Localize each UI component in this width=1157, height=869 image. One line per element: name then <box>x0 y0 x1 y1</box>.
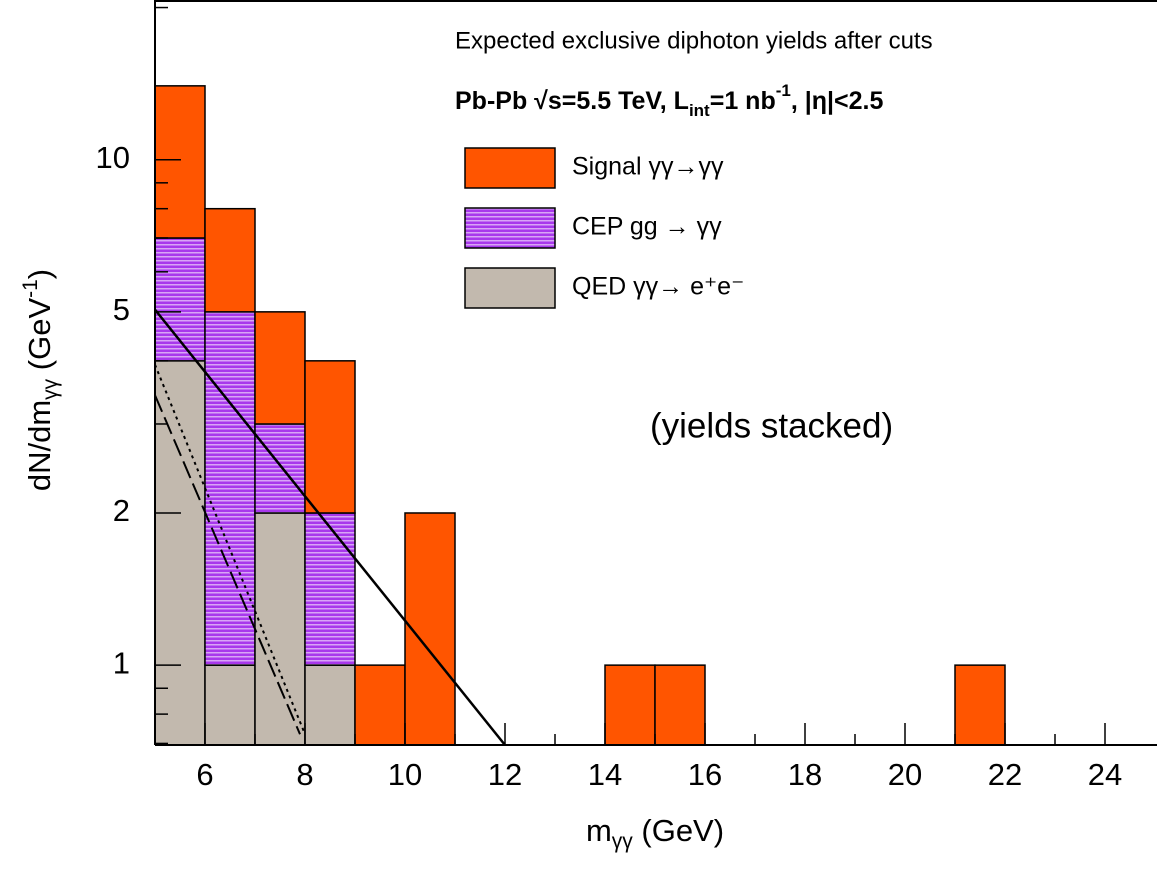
histogram-bar <box>204 664 256 745</box>
label-part: dN/dm <box>22 400 57 491</box>
x-tick-label: 10 <box>388 757 422 792</box>
annotation: (yields stacked) <box>650 406 893 445</box>
label-part: m <box>586 813 612 848</box>
y-tick-label: 5 <box>113 292 130 327</box>
subtitle-part: Pb-Pb √s=5.5 TeV, L <box>455 87 689 115</box>
histogram-bar <box>155 85 206 239</box>
histogram-bar <box>204 311 256 666</box>
legend-label: QED γγ→ e⁺e⁻ <box>572 273 744 301</box>
histogram-bar <box>354 664 406 745</box>
x-tick-label: 20 <box>888 757 922 792</box>
chart-subtitle: Pb-Pb √s=5.5 TeV, Lint=1 nb-1, |η|<2.5 <box>455 81 883 120</box>
x-axis-label: mγγ (GeV) <box>586 813 724 852</box>
x-tick-label: 12 <box>488 757 522 792</box>
y-tick-label: 2 <box>113 493 130 528</box>
x-tick-label: 16 <box>688 757 722 792</box>
chart-title: Expected exclusive diphoton yields after… <box>455 27 933 54</box>
histogram-bar <box>304 512 356 666</box>
histogram-bar <box>304 360 356 514</box>
histogram-bar <box>155 360 206 745</box>
label-part: (GeV <box>22 298 57 379</box>
legend-swatch <box>464 267 556 309</box>
legend-swatch <box>464 147 556 189</box>
label-part: ) <box>22 269 57 279</box>
y-tick-label: 10 <box>96 140 130 175</box>
y-tick-label: 1 <box>113 645 130 680</box>
subtitle-part: , |η|<2.5 <box>791 87 884 115</box>
x-tick-label: 18 <box>788 757 822 792</box>
x-tick-label: 8 <box>296 757 313 792</box>
x-tick-label: 6 <box>196 757 213 792</box>
subtitle-part: int <box>689 101 710 120</box>
histogram-bar <box>254 423 306 514</box>
legend-swatch <box>464 207 556 249</box>
histogram-bar <box>254 311 306 425</box>
fit-line <box>155 394 301 735</box>
y-axis-label: dN/dmγγ (GeV-1) <box>19 269 62 491</box>
fit-line <box>155 308 506 745</box>
subtitle-part: -1 <box>776 81 791 100</box>
label-part: (GeV) <box>633 813 724 848</box>
x-tick-label: 24 <box>1088 757 1122 792</box>
label-part: γγ <box>39 378 62 400</box>
subtitle-part: =1 nb <box>710 87 776 115</box>
histogram-bar <box>604 664 656 745</box>
histogram-bar <box>254 512 306 745</box>
x-tick-label: 22 <box>988 757 1022 792</box>
histogram-bar <box>654 664 706 745</box>
legend-label: Signal γγ→γγ <box>572 153 724 181</box>
histogram-bar <box>954 664 1006 745</box>
histogram-bar <box>204 207 256 313</box>
plot-clip <box>155 85 1006 745</box>
label-part: γγ <box>612 830 634 853</box>
x-tick-label: 14 <box>588 757 622 792</box>
legend-label: CEP gg → γγ <box>572 213 722 241</box>
histogram-bar <box>304 664 356 745</box>
label-part: -1 <box>19 279 42 298</box>
